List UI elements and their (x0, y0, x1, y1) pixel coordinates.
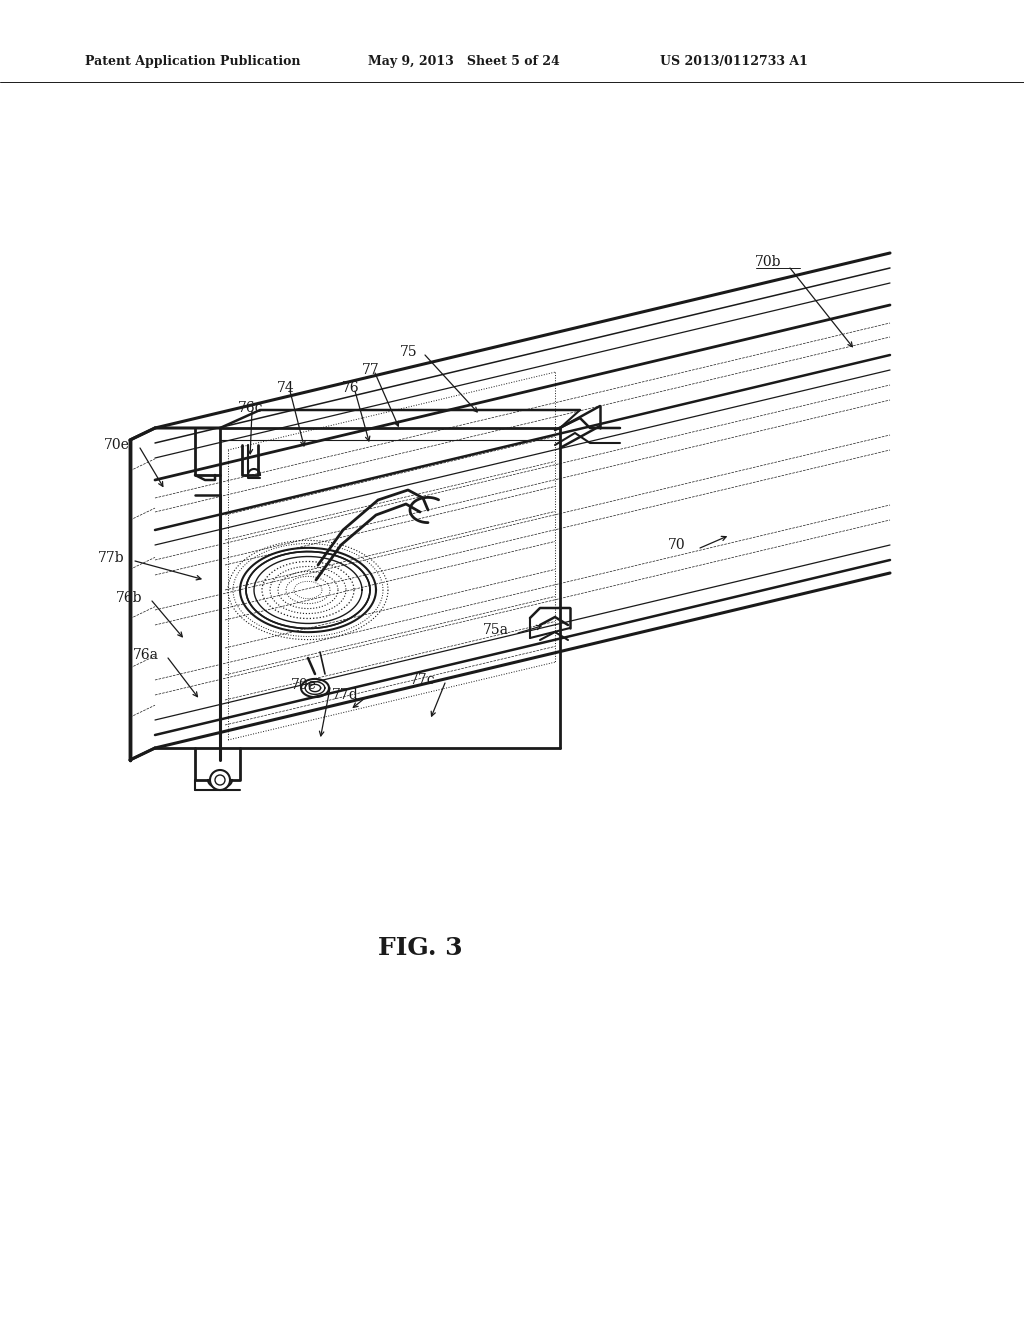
Text: US 2013/0112733 A1: US 2013/0112733 A1 (660, 55, 808, 69)
Text: 74: 74 (278, 381, 295, 395)
Text: Patent Application Publication: Patent Application Publication (85, 55, 300, 69)
Text: 77d: 77d (332, 688, 358, 702)
Text: FIG. 3: FIG. 3 (378, 936, 462, 960)
Circle shape (215, 775, 225, 785)
Text: 70b: 70b (755, 255, 781, 269)
Text: 77: 77 (362, 363, 380, 378)
Text: 70: 70 (668, 539, 686, 552)
Text: 76b: 76b (116, 591, 142, 605)
Text: 76: 76 (342, 381, 359, 395)
Circle shape (210, 770, 230, 789)
Text: 70e: 70e (291, 678, 316, 692)
Text: 70e: 70e (104, 438, 130, 451)
Text: 77b: 77b (98, 550, 125, 565)
Text: 75a: 75a (483, 623, 509, 638)
Text: 75: 75 (400, 345, 418, 359)
Text: 77c: 77c (410, 673, 435, 686)
Text: 76c: 76c (238, 401, 263, 414)
Text: May 9, 2013   Sheet 5 of 24: May 9, 2013 Sheet 5 of 24 (368, 55, 560, 69)
Text: 76a: 76a (133, 648, 159, 663)
